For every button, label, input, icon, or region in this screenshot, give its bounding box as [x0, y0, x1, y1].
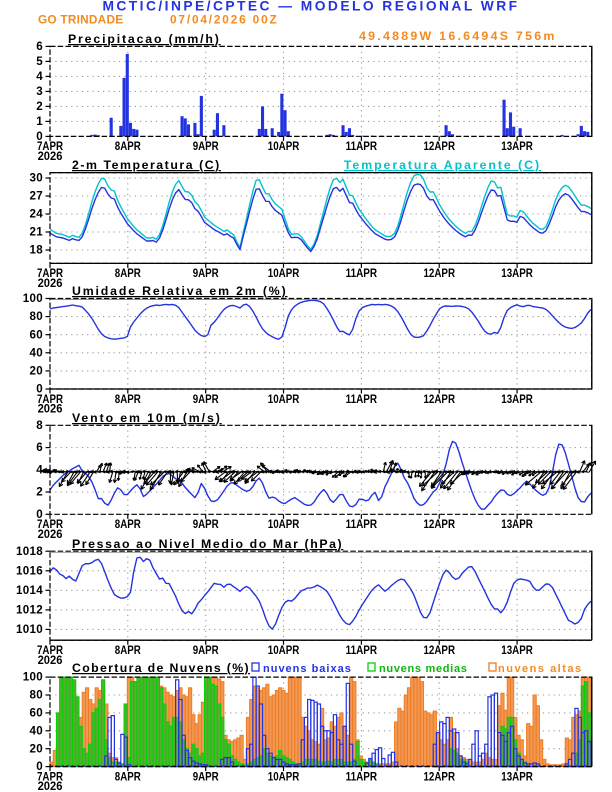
svg-text:2026: 2026 — [38, 527, 63, 541]
svg-text:8APR: 8APR — [115, 769, 141, 783]
svg-text:Precipitacao (mm/h): Precipitacao (mm/h) — [68, 32, 221, 46]
svg-text:1012: 1012 — [16, 604, 43, 617]
svg-text:9APR: 9APR — [193, 769, 219, 783]
svg-text:9APR: 9APR — [193, 392, 219, 406]
svg-text:Pressao ao Nivel Medio do Mar: Pressao ao Nivel Medio do Mar (hPa) — [72, 537, 343, 551]
svg-text:10APR: 10APR — [268, 769, 300, 783]
svg-text:8APR: 8APR — [115, 139, 141, 153]
svg-text:13APR: 13APR — [501, 769, 533, 783]
svg-text:13APR: 13APR — [501, 139, 533, 153]
svg-text:18: 18 — [30, 244, 44, 257]
svg-text:7APR: 7APR — [37, 266, 63, 280]
svg-text:12APR: 12APR — [424, 139, 456, 153]
svg-text:MCTIC/INPE/CPTEC — MODELO REGI: MCTIC/INPE/CPTEC — MODELO REGIONAL WRF — [102, 0, 519, 14]
svg-text:6: 6 — [36, 441, 43, 454]
svg-text:8: 8 — [36, 419, 43, 432]
svg-text:7APR: 7APR — [37, 517, 63, 531]
svg-text:20: 20 — [30, 742, 44, 755]
svg-text:11APR: 11APR — [346, 139, 378, 153]
svg-text:12APR: 12APR — [424, 392, 456, 406]
svg-text:9APR: 9APR — [193, 517, 219, 531]
svg-text:60: 60 — [30, 328, 44, 341]
svg-text:60: 60 — [30, 707, 44, 720]
svg-text:12APR: 12APR — [424, 517, 456, 531]
svg-text:7APR: 7APR — [37, 643, 63, 657]
svg-text:2: 2 — [36, 100, 43, 113]
svg-text:8APR: 8APR — [115, 643, 141, 657]
svg-text:10APR: 10APR — [268, 266, 300, 280]
svg-text:10APR: 10APR — [268, 643, 300, 657]
svg-text:5: 5 — [36, 55, 43, 68]
svg-text:GO TRINDADE: GO TRINDADE — [38, 13, 123, 27]
svg-text:2-m Temperatura (C): 2-m Temperatura (C) — [72, 158, 221, 172]
svg-text:4: 4 — [36, 70, 43, 83]
svg-text:30: 30 — [30, 172, 44, 185]
svg-text:7APR: 7APR — [37, 392, 63, 406]
svg-text:0: 0 — [36, 760, 43, 773]
svg-text:24: 24 — [30, 208, 44, 221]
svg-text:100: 100 — [23, 671, 43, 684]
svg-text:40: 40 — [30, 346, 44, 359]
svg-text:13APR: 13APR — [501, 266, 533, 280]
svg-text:1016: 1016 — [16, 564, 43, 577]
svg-text:4: 4 — [36, 463, 43, 476]
svg-text:9APR: 9APR — [193, 139, 219, 153]
svg-text:80: 80 — [30, 689, 44, 702]
svg-text:13APR: 13APR — [501, 643, 533, 657]
svg-text:1018: 1018 — [16, 545, 43, 558]
svg-text:nuvens altas: nuvens altas — [498, 663, 583, 675]
svg-text:20: 20 — [30, 365, 44, 378]
svg-text:40: 40 — [30, 724, 44, 737]
svg-text:2026: 2026 — [38, 779, 63, 792]
svg-text:10APR: 10APR — [268, 517, 300, 531]
svg-text:11APR: 11APR — [346, 392, 378, 406]
svg-text:8APR: 8APR — [115, 517, 141, 531]
svg-text:11APR: 11APR — [346, 517, 378, 531]
svg-text:11APR: 11APR — [346, 266, 378, 280]
svg-text:2026: 2026 — [38, 149, 63, 163]
svg-text:nuvens baixas: nuvens baixas — [263, 663, 352, 675]
svg-text:1: 1 — [36, 115, 43, 128]
svg-text:0: 0 — [36, 383, 43, 396]
svg-text:1014: 1014 — [16, 584, 43, 597]
svg-text:100: 100 — [23, 292, 43, 305]
svg-text:12APR: 12APR — [424, 266, 456, 280]
svg-text:80: 80 — [30, 310, 44, 323]
svg-text:13APR: 13APR — [501, 517, 533, 531]
svg-text:12APR: 12APR — [424, 769, 456, 783]
svg-text:7APR: 7APR — [37, 769, 63, 783]
svg-text:9APR: 9APR — [193, 643, 219, 657]
svg-text:10APR: 10APR — [268, 139, 300, 153]
svg-text:3: 3 — [36, 85, 43, 98]
svg-text:2026: 2026 — [38, 653, 63, 667]
svg-text:2026: 2026 — [38, 402, 63, 416]
svg-text:Vento em 10m (m/s): Vento em 10m (m/s) — [72, 411, 222, 425]
svg-text:9APR: 9APR — [193, 266, 219, 280]
svg-text:11APR: 11APR — [346, 769, 378, 783]
svg-text:8APR: 8APR — [115, 266, 141, 280]
svg-text:Cobertura de Nuvens (%): Cobertura de Nuvens (%) — [72, 661, 250, 675]
svg-text:Temperatura Aparente (C): Temperatura Aparente (C) — [344, 158, 541, 172]
svg-text:nuvens medias: nuvens medias — [379, 663, 468, 675]
svg-text:49.4889W 16.6494S 756m: 49.4889W 16.6494S 756m — [359, 29, 557, 43]
svg-text:6: 6 — [36, 40, 43, 53]
svg-text:10APR: 10APR — [268, 392, 300, 406]
svg-text:8APR: 8APR — [115, 392, 141, 406]
svg-text:27: 27 — [30, 190, 44, 203]
svg-text:11APR: 11APR — [346, 643, 378, 657]
svg-text:2: 2 — [36, 486, 43, 499]
svg-text:0: 0 — [36, 508, 43, 521]
svg-text:13APR: 13APR — [501, 392, 533, 406]
svg-text:Umidade Relativa em 2m (%): Umidade Relativa em 2m (%) — [72, 284, 288, 298]
svg-text:21: 21 — [30, 226, 44, 239]
svg-text:07/04/2026 00Z: 07/04/2026 00Z — [170, 13, 279, 27]
svg-text:1010: 1010 — [16, 623, 43, 636]
svg-text:12APR: 12APR — [424, 643, 456, 657]
svg-text:7APR: 7APR — [37, 139, 63, 153]
svg-text:0: 0 — [36, 130, 43, 143]
svg-text:2026: 2026 — [38, 276, 63, 290]
